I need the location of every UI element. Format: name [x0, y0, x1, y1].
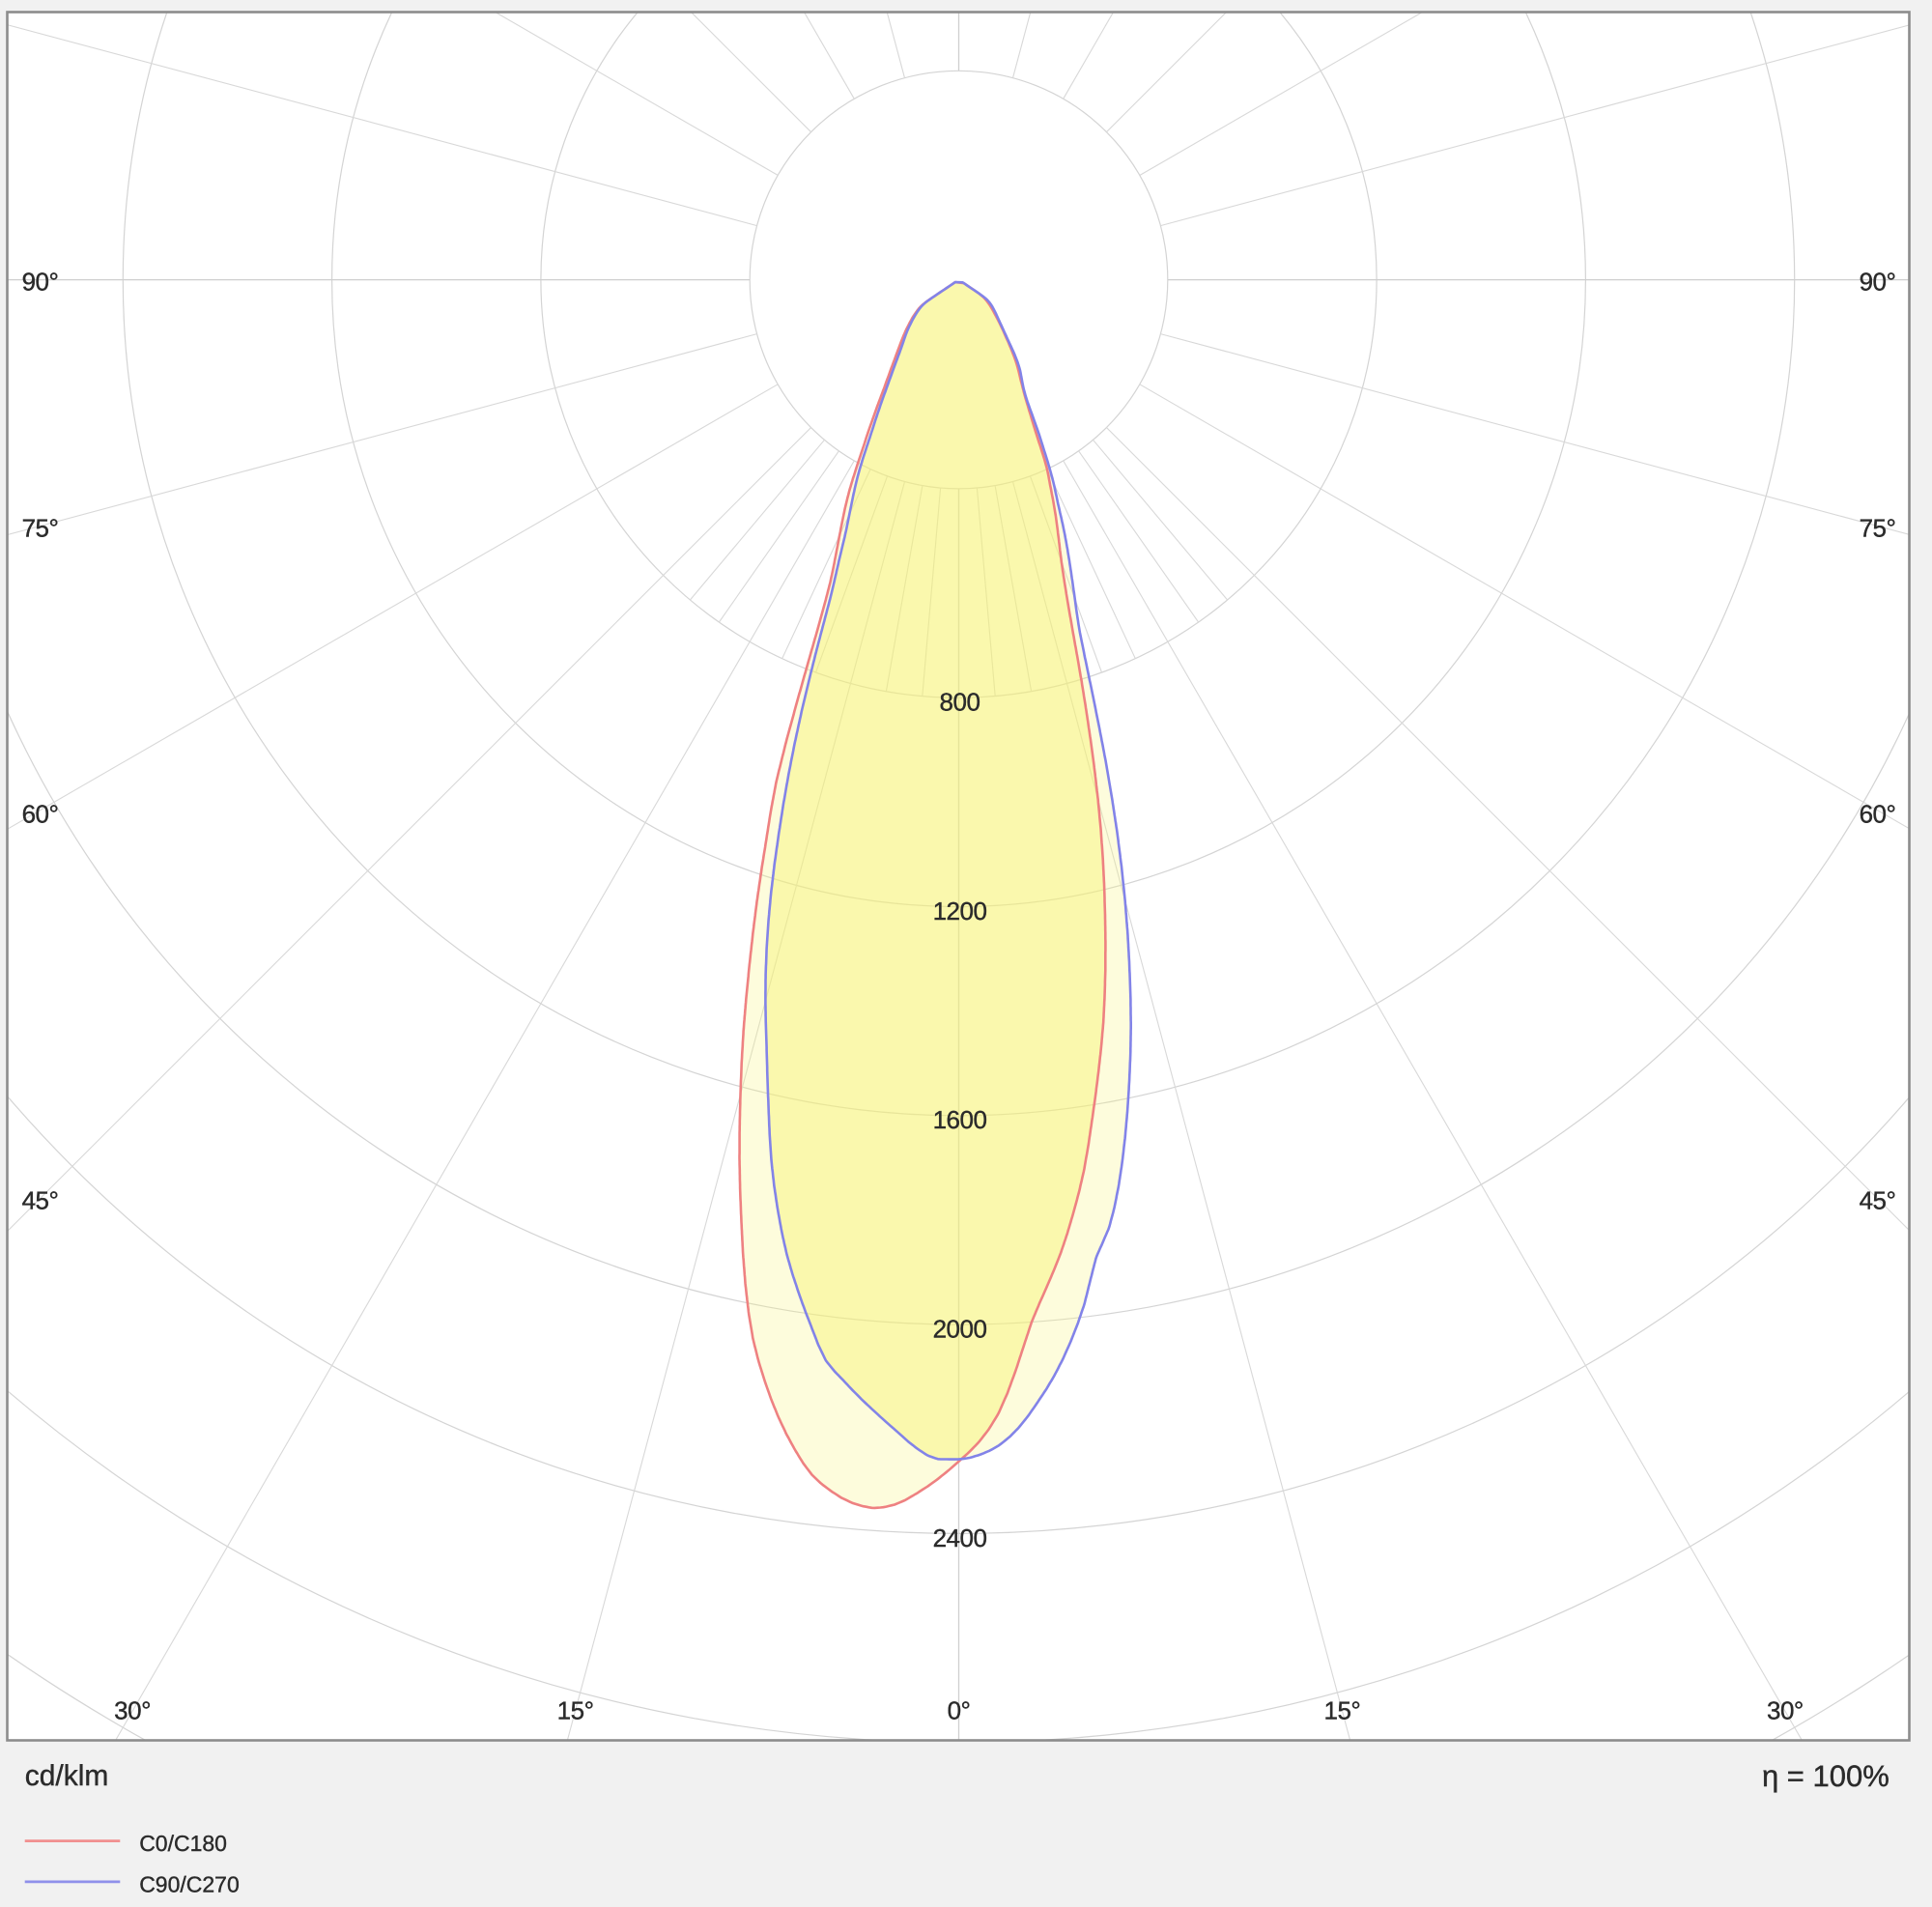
svg-text:30°: 30°	[1767, 1695, 1804, 1724]
svg-text:45°: 45°	[1860, 1185, 1896, 1214]
svg-text:C90/C270: C90/C270	[139, 1871, 240, 1896]
svg-text:75°: 75°	[22, 513, 59, 542]
svg-text:1200: 1200	[933, 897, 987, 925]
svg-text:45°: 45°	[22, 1185, 59, 1214]
svg-text:2400: 2400	[933, 1523, 987, 1552]
svg-text:60°: 60°	[1860, 799, 1896, 828]
svg-text:90°: 90°	[1860, 267, 1896, 296]
svg-text:2000: 2000	[933, 1315, 987, 1344]
svg-text:C0/C180: C0/C180	[139, 1831, 227, 1856]
svg-text:800: 800	[940, 688, 980, 717]
svg-text:15°: 15°	[1323, 1695, 1360, 1724]
svg-text:cd/klm: cd/klm	[25, 1760, 109, 1792]
svg-text:75°: 75°	[1860, 513, 1896, 542]
svg-text:η = 100%: η = 100%	[1762, 1759, 1889, 1793]
svg-text:0°: 0°	[948, 1695, 971, 1724]
svg-text:90°: 90°	[22, 267, 59, 296]
svg-text:60°: 60°	[22, 799, 59, 828]
svg-text:30°: 30°	[114, 1695, 151, 1724]
svg-text:15°: 15°	[557, 1695, 594, 1724]
svg-text:1600: 1600	[933, 1105, 987, 1134]
